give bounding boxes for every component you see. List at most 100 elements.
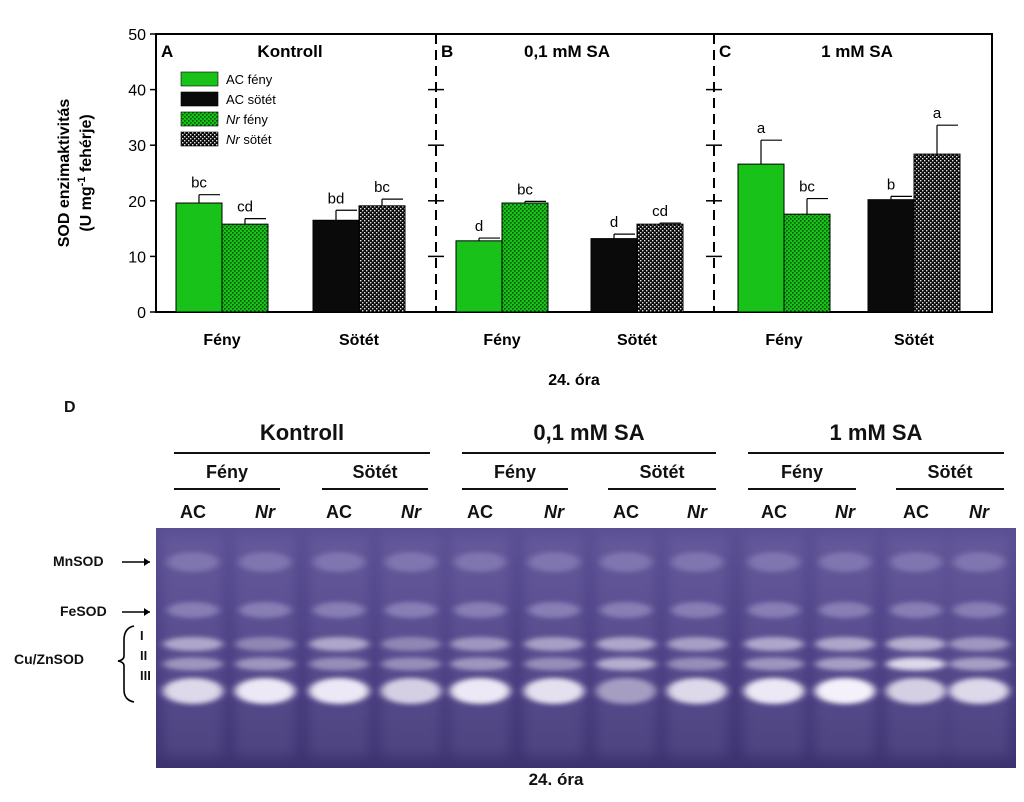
significance-letter: a <box>757 120 766 137</box>
band-fesod <box>890 602 942 618</box>
significance-letter: d <box>610 214 618 231</box>
gel-lane-label: Nr <box>543 502 564 522</box>
panel-c: C 1 mM SA Fény a bc Sötét b a <box>719 42 961 349</box>
gel-lane-label: AC <box>326 502 352 522</box>
band-fesod <box>528 602 580 618</box>
bar <box>636 223 684 313</box>
gel-lane <box>815 536 875 756</box>
gel-condition-label: Sötét <box>927 462 973 482</box>
panel-title: 1 mM SA <box>821 42 893 61</box>
band-fesod <box>313 602 365 618</box>
gel-lane <box>886 536 946 756</box>
bar <box>783 213 831 313</box>
band-cuznsod-3 <box>450 678 510 704</box>
band-mnsod <box>671 552 723 572</box>
legend-swatch <box>180 71 219 87</box>
bar <box>590 238 638 313</box>
gel-lane-label: AC <box>903 502 929 522</box>
x-tick-label: Sötét <box>339 332 380 349</box>
y-axis-label-line2: (U mg-1 fehérje) <box>76 114 95 231</box>
legend-swatch <box>180 91 219 107</box>
legend-label: Nr fény <box>226 112 268 127</box>
band-cuznsod-3 <box>667 678 727 704</box>
band-cuznsod-2 <box>667 657 727 671</box>
band-fesod <box>454 602 506 618</box>
gel-lane <box>450 536 510 756</box>
x-tick-label: Sötét <box>617 332 658 349</box>
band-cuznsod-1 <box>450 637 510 651</box>
band-mnsod <box>890 552 942 572</box>
panel-letter: C <box>719 42 731 61</box>
gel-treatment-title: 1 mM SA <box>829 420 923 445</box>
panel-b: B 0,1 mM SA Fény d bc Sötét d cd <box>441 42 684 349</box>
band-cuznsod-3 <box>381 678 441 704</box>
gel-lane <box>235 536 295 756</box>
band-mnsod <box>600 552 652 572</box>
gel-lane-label: AC <box>467 502 493 522</box>
gel-lane-label: Nr <box>968 502 989 522</box>
gel-lane <box>744 536 804 756</box>
bar <box>175 202 223 313</box>
gel-lane-label: AC <box>180 502 206 522</box>
gel-lane-label: Nr <box>834 502 855 522</box>
divider-ticks <box>428 88 722 258</box>
arrow-head-icon <box>144 558 150 566</box>
band-cuznsod-1 <box>949 637 1009 651</box>
band-mnsod <box>385 552 437 572</box>
band-cuznsod-3 <box>524 678 584 704</box>
band-fesod <box>600 602 652 618</box>
bracket-icon <box>117 625 135 703</box>
gel-lane-label: AC <box>761 502 787 522</box>
significance-letter: bd <box>328 190 345 207</box>
bar <box>737 163 785 313</box>
significance-letter: bc <box>191 175 207 192</box>
band-mnsod <box>239 552 291 572</box>
band-mnsod <box>313 552 365 572</box>
isoform-iii: III <box>140 668 151 683</box>
legend-label: AC sötét <box>226 92 276 107</box>
panel-title: 0,1 mM SA <box>524 42 610 61</box>
bar <box>501 202 549 313</box>
gel-condition-label: Fény <box>205 462 248 482</box>
band-cuznsod-2 <box>309 657 369 671</box>
significance-letter: b <box>887 176 895 193</box>
legend-swatch <box>180 131 219 147</box>
gel-lane <box>163 536 223 756</box>
band-fesod <box>239 602 291 618</box>
band-cuznsod-2 <box>381 657 441 671</box>
gel-lane <box>381 536 441 756</box>
band-cuznsod-3 <box>886 678 946 704</box>
gel-condition-label: Sötét <box>352 462 398 482</box>
bar <box>358 205 406 313</box>
band-mnsod <box>748 552 800 572</box>
fesod-label: FeSOD <box>60 603 107 619</box>
gel-lane <box>309 536 369 756</box>
band-cuznsod-1 <box>309 637 369 651</box>
band-mnsod <box>167 552 219 572</box>
gel-lanes <box>163 536 1009 756</box>
header-rule <box>608 488 716 490</box>
bar <box>312 219 360 313</box>
band-cuznsod-3 <box>163 678 223 704</box>
band-cuznsod-1 <box>524 637 584 651</box>
legend-label: AC fény <box>226 72 273 87</box>
x-axis-label: 24. óra <box>548 372 600 389</box>
legend: AC fény AC sötét Nr fény Nr sötét <box>180 71 276 147</box>
bar <box>455 240 503 313</box>
band-cuznsod-2 <box>886 657 946 671</box>
panel-title: Kontroll <box>257 42 322 61</box>
gel-condition-label: Fény <box>493 462 536 482</box>
panel-a: A Kontroll Fény bc cd Sötét bd bc <box>161 42 406 349</box>
header-rule <box>174 488 280 490</box>
header-rule <box>174 452 430 454</box>
y-tick-label: 10 <box>128 249 146 266</box>
band-cuznsod-1 <box>163 637 223 651</box>
gel-treatment-title: 0,1 mM SA <box>533 420 645 445</box>
header-rule <box>748 488 856 490</box>
band-cuznsod-1 <box>381 637 441 651</box>
significance-letter: d <box>475 218 483 235</box>
x-tick-label: Sötét <box>894 332 935 349</box>
band-fesod <box>953 602 1005 618</box>
